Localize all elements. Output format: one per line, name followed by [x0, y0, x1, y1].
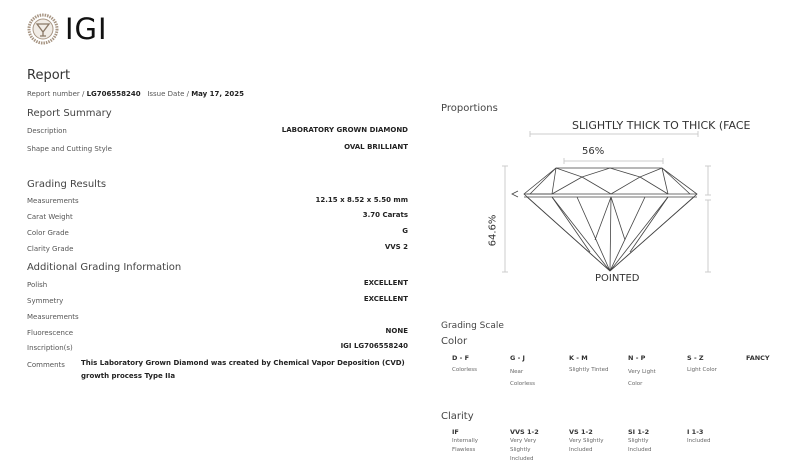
row-label: Clarity Grade: [27, 245, 74, 253]
color-grade: K - M: [569, 354, 588, 362]
clarity-desc: Very Slightly Included: [569, 438, 604, 453]
row-value: 12.15 x 8.52 x 5.50 mm: [315, 196, 409, 204]
row-label: Symmetry: [27, 297, 64, 305]
issue-date: May 17, 2025: [191, 90, 244, 98]
row-value: G: [402, 227, 408, 235]
row-value: OVAL BRILLIANT: [344, 143, 408, 151]
report-meta: Report number / LG706558240 Issue Date /…: [27, 90, 244, 98]
row-label: Color Grade: [27, 229, 69, 237]
clarity-grade: SI 1-2: [628, 428, 650, 436]
report-number: LG706558240: [86, 90, 141, 98]
color-grade: N - P: [628, 354, 646, 362]
color-desc: Slightly Tinted: [569, 367, 609, 373]
clarity-scale-title: Clarity: [441, 411, 474, 422]
issue-date-label: Issue Date /: [147, 90, 189, 98]
row-label: Polish: [27, 281, 48, 289]
row-label: Fluorescence: [27, 329, 74, 337]
comments-label: Comments: [27, 361, 65, 369]
comments-text: This Laboratory Grown Diamond was create…: [81, 359, 405, 380]
proportions-title: Proportions: [441, 103, 498, 114]
girdle-label: SLIGHTLY THICK TO THICK (FACE: [572, 119, 751, 132]
grading-title: Grading Results: [27, 179, 107, 190]
color-desc: Colorless: [452, 367, 478, 373]
row-label: Carat Weight: [27, 213, 73, 221]
report-title: Report: [27, 68, 71, 83]
row-value: LABORATORY GROWN DIAMOND: [281, 126, 408, 134]
row-label: Inscription(s): [27, 344, 73, 352]
row-value: EXCELLENT: [363, 295, 408, 303]
color-grade: D - F: [452, 354, 470, 362]
summary-title: Report Summary: [27, 108, 112, 119]
row-label: Measurements: [27, 313, 79, 321]
report-number-label: Report number /: [27, 90, 85, 98]
grading-scale-title: Grading Scale: [441, 321, 504, 331]
culet-label: POINTED: [595, 273, 640, 284]
clarity-grade: VS 1-2: [569, 428, 593, 436]
color-desc: Light Color: [687, 367, 717, 373]
clarity-grade: VVS 1-2: [510, 428, 539, 436]
row-label: Description: [27, 127, 67, 135]
additional-title: Additional Grading Information: [27, 262, 182, 273]
logo-text: IGI: [65, 12, 108, 46]
igi-seal-icon: [27, 13, 59, 45]
color-desc: Very Light Color: [628, 369, 656, 387]
color-desc: Near Colorless: [510, 369, 536, 387]
clarity-grade: I 1-3: [687, 428, 704, 436]
row-value: 3.70 Carats: [362, 211, 408, 219]
color-grade: G - J: [510, 354, 525, 362]
row-label: Measurements: [27, 197, 79, 205]
color-scale-title: Color: [441, 336, 468, 347]
row-value: IGI LG706558240: [340, 342, 408, 350]
color-grade: S - Z: [687, 354, 704, 362]
clarity-desc: Slightly Included: [628, 438, 652, 453]
row-value: NONE: [385, 327, 408, 335]
table-percent: 56%: [582, 146, 605, 157]
row-value: VVS 2: [384, 243, 408, 251]
clarity-desc: Included: [687, 438, 711, 444]
color-grade: FANCY: [746, 354, 770, 362]
clarity-grade: IF: [452, 428, 459, 436]
row-value: EXCELLENT: [363, 279, 408, 287]
row-label: Shape and Cutting Style: [27, 145, 112, 153]
clarity-desc: Internally Flawless: [452, 438, 478, 453]
clarity-desc: Very Very Slightly Included: [510, 438, 537, 462]
